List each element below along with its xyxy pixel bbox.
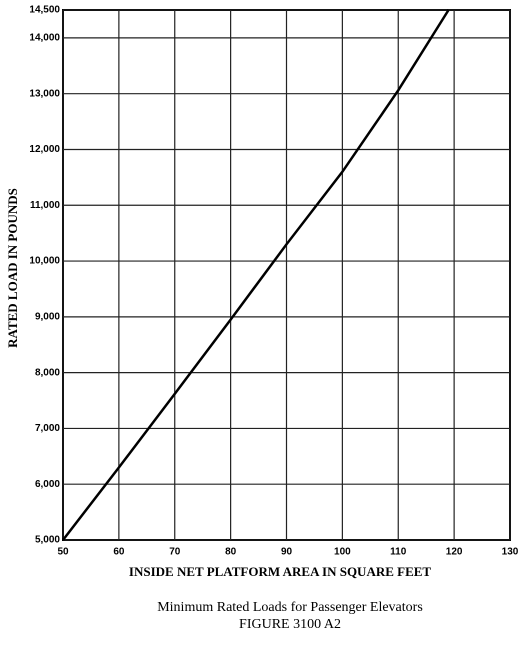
x-axis-label: INSIDE NET PLATFORM AREA IN SQUARE FEET — [129, 564, 432, 579]
x-tick-label: 80 — [225, 547, 237, 558]
caption: Minimum Rated Loads for Passenger Elevat… — [157, 600, 423, 615]
x-tick-label: 130 — [502, 547, 519, 558]
y-tick-label: 10,000 — [29, 256, 60, 267]
data-line — [62, 9, 450, 541]
y-tick-label: 11,000 — [30, 200, 60, 211]
y-tick-label: 14,500 — [29, 5, 60, 16]
x-tick-label: 120 — [446, 547, 463, 558]
y-tick-label: 7,000 — [35, 423, 60, 434]
y-tick-label: 14,000 — [29, 33, 60, 44]
y-tick-label: 8,000 — [35, 367, 60, 378]
x-tick-label: 100 — [334, 547, 351, 558]
y-tick-label: 13,000 — [29, 88, 60, 99]
y-axis-label: RATED LOAD IN POUNDS — [5, 188, 20, 348]
y-tick-label: 6,000 — [35, 479, 60, 490]
y-tick-label: 9,000 — [35, 311, 60, 322]
y-tick-label: 12,000 — [29, 144, 60, 155]
x-tick-label: 50 — [57, 547, 69, 558]
x-tick-label: 60 — [113, 547, 125, 558]
caption: FIGURE 3100 A2 — [239, 617, 341, 632]
x-tick-label: 110 — [390, 547, 407, 558]
y-tick-label: 5,000 — [35, 535, 60, 546]
x-tick-label: 90 — [281, 547, 293, 558]
x-tick-label: 70 — [169, 547, 181, 558]
